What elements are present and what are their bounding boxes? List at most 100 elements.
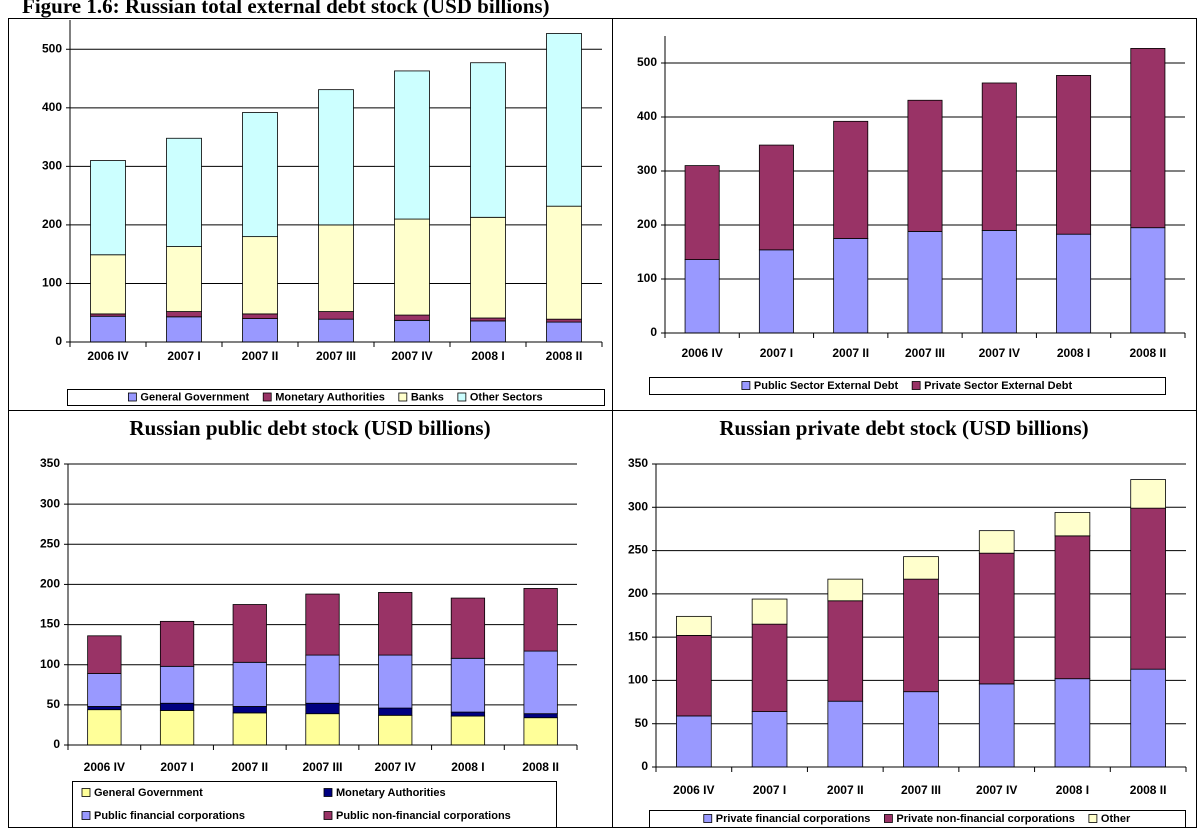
legend-item: Monetary Authorities [262, 391, 385, 403]
x-tick-label: 2008 II [1130, 346, 1167, 360]
bar [1054, 512, 1091, 537]
bar [232, 712, 267, 746]
y-tick-label: 100 [40, 657, 60, 671]
y-tick-label: 400 [42, 100, 62, 114]
y-tick-label: 500 [637, 55, 657, 69]
legend-item: Public financial corporations [81, 810, 245, 822]
x-tick-label: 2007 I [760, 346, 793, 360]
bar [87, 706, 122, 711]
y-tick-label: 300 [40, 496, 60, 510]
legend-label: General Government [140, 391, 249, 403]
legend-item: Other Sectors [457, 391, 543, 403]
legend-swatch [127, 392, 137, 402]
legend-swatch [457, 392, 467, 402]
bar [827, 700, 864, 768]
bar [242, 236, 278, 315]
legend-item: Banks [398, 391, 444, 403]
legend-label: Public financial corporations [94, 810, 245, 822]
bar [87, 635, 122, 674]
bar [903, 578, 939, 693]
x-tick-label: 2007 I [160, 760, 193, 774]
y-tick-label: 150 [628, 629, 648, 643]
bar [90, 315, 126, 343]
y-tick-label: 150 [40, 617, 60, 631]
y-tick-label: 300 [42, 159, 62, 173]
y-tick-label: 0 [53, 737, 60, 751]
bar [87, 709, 122, 746]
legend-swatch [262, 392, 272, 402]
y-tick-label: 400 [637, 109, 657, 123]
bar [751, 711, 788, 768]
y-tick-label: 100 [628, 673, 648, 687]
bar [546, 33, 582, 207]
bar [378, 592, 413, 656]
x-tick-label: 2008 II [522, 760, 559, 774]
bar [305, 702, 340, 715]
bar [450, 597, 486, 659]
bar [87, 673, 122, 707]
bar [751, 598, 788, 625]
bar [232, 661, 267, 707]
legend-label: Monetary Authorities [336, 787, 446, 799]
bar [676, 715, 712, 768]
bar [1130, 668, 1166, 768]
y-tick-label: 200 [40, 577, 60, 591]
legend-swatch [323, 811, 333, 820]
bar [523, 588, 558, 652]
bar [394, 319, 430, 343]
bar [758, 249, 794, 334]
bar [546, 318, 582, 323]
legend-label: Private non-financial corporations [896, 813, 1074, 825]
bar [978, 683, 1015, 768]
y-tick-label: 200 [42, 217, 62, 231]
bar [305, 654, 340, 704]
legend-item: Private financial corporations [703, 813, 870, 825]
x-tick-label: 2008 II [546, 349, 583, 363]
x-tick-label: 2007 III [901, 783, 941, 797]
bar [166, 137, 202, 247]
bar [394, 218, 430, 316]
y-tick-label: 250 [628, 543, 648, 557]
bar [242, 318, 278, 343]
x-tick-label: 2007 IV [391, 349, 432, 363]
x-tick-label: 2006 IV [87, 349, 128, 363]
bar [1056, 75, 1092, 235]
bar [394, 314, 430, 321]
legend-box [72, 781, 557, 828]
y-tick-label: 0 [641, 759, 648, 773]
y-tick-label: 350 [628, 456, 648, 470]
legend-item: Other [1088, 813, 1131, 825]
x-tick-label: 2006 IV [681, 346, 722, 360]
bar [1130, 227, 1166, 334]
bar [1130, 48, 1166, 229]
bar [827, 578, 864, 602]
bar [903, 691, 939, 768]
legend-swatch [81, 811, 91, 820]
bar [305, 713, 340, 746]
legend-label: Other Sectors [470, 391, 543, 403]
y-tick-label: 200 [628, 586, 648, 600]
legend-label: General Government [94, 787, 203, 799]
y-tick-label: 350 [40, 456, 60, 470]
legend-box [67, 389, 605, 406]
bar [981, 82, 1017, 231]
legend-item: Monetary Authorities [323, 787, 446, 799]
x-tick-label: 2008 I [1057, 346, 1090, 360]
bar [978, 530, 1015, 554]
bar [1054, 678, 1091, 768]
legend-swatch [398, 392, 408, 402]
bar [450, 657, 486, 713]
legend-box [649, 810, 1186, 828]
legend-item: General Government [127, 391, 250, 403]
bar [1054, 535, 1091, 680]
bar [758, 144, 794, 251]
bar [1130, 507, 1166, 670]
y-tick-label: 300 [637, 163, 657, 177]
bar [318, 318, 354, 343]
bar [232, 706, 267, 714]
bar [684, 259, 720, 334]
bar [684, 165, 720, 260]
legend-item: Public non-financial corporations [323, 810, 511, 822]
bar [242, 112, 278, 238]
